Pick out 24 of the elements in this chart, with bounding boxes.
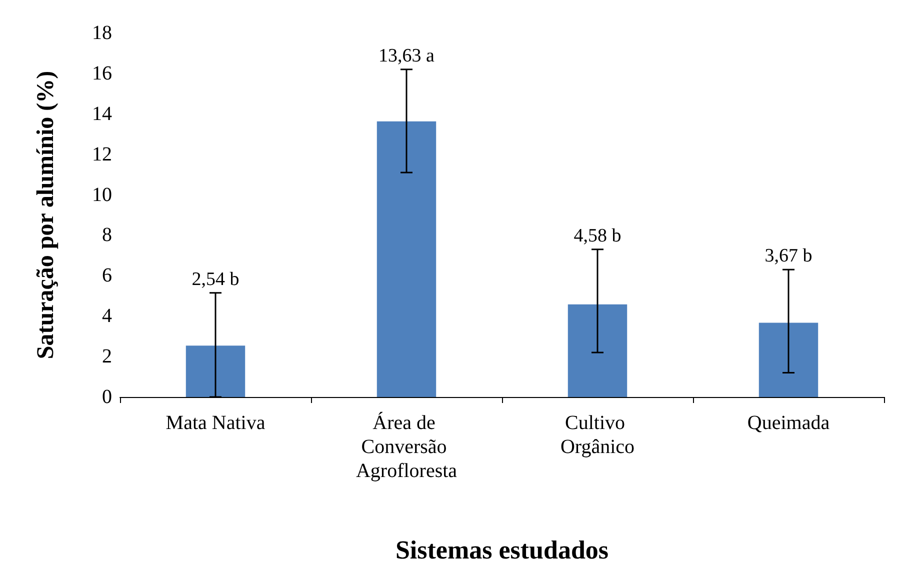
bar — [186, 346, 246, 397]
y-axis-title: Saturação por alumínio (%) — [33, 70, 59, 360]
data-label: 2,54 b — [192, 268, 240, 290]
y-tick-label: 2 — [102, 346, 112, 368]
x-tick-label: Área de Conversão Agrofloresta — [356, 411, 458, 482]
y-tick-label: 10 — [92, 184, 112, 206]
bar — [758, 322, 818, 397]
y-tick-label: 0 — [102, 386, 112, 408]
bar — [376, 121, 436, 397]
y-tick-label: 14 — [92, 102, 112, 125]
x-tick-label: Queimada — [747, 412, 830, 434]
y-tick-label: 4 — [102, 305, 112, 328]
data-label: 13,63 a — [378, 45, 436, 66]
x-tick-label: Mata Nativa — [166, 412, 266, 434]
y-tick-label: 6 — [102, 264, 112, 287]
data-label: 4,58 b — [574, 225, 622, 246]
y-tick-label: 18 — [92, 22, 112, 44]
y-tick-label: 12 — [92, 143, 112, 166]
data-label: 3,67 b — [764, 246, 812, 267]
x-axis-title: Sistemas estudados — [395, 536, 609, 564]
y-tick-label: 8 — [102, 224, 112, 246]
bar — [568, 304, 628, 397]
x-tick-label: Cultivo Orgânico — [560, 412, 635, 458]
y-tick-label: 16 — [92, 62, 112, 84]
